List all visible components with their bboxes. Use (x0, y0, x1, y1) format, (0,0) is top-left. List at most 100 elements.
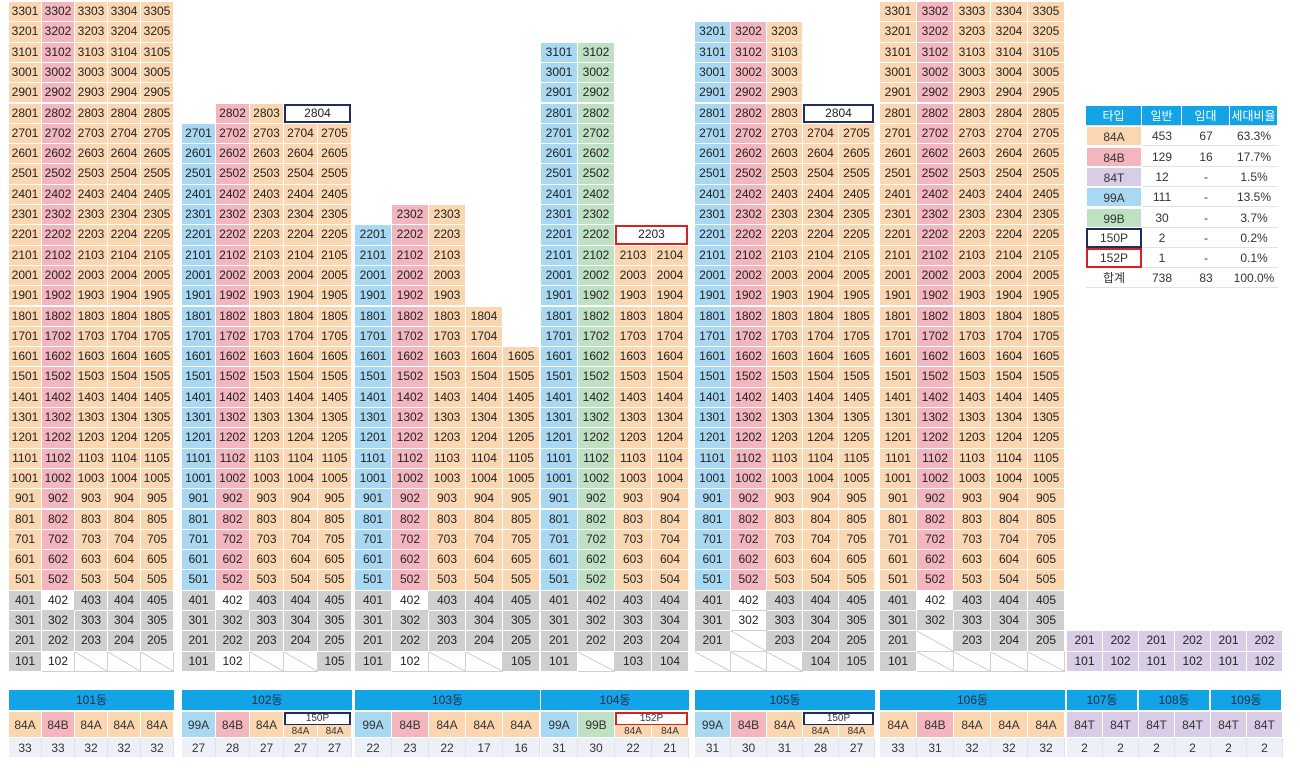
empty-unit-cell (731, 631, 767, 652)
unit-cell: 2704 (803, 123, 839, 145)
unit-cell: 1101 (541, 448, 578, 469)
unit-cell: 804 (803, 509, 839, 530)
unit-cell: 1203 (954, 428, 991, 449)
unit-cell: 602 (917, 550, 954, 571)
unit-cell: 2804 (991, 103, 1028, 124)
unit-cell: 2001 (541, 265, 578, 287)
unit-cell: 703 (615, 529, 652, 551)
unit-cell: 403 (250, 590, 284, 611)
unit-cell: 2202 (917, 225, 954, 246)
unit-cell: 2002 (42, 265, 75, 287)
unit-cell: 3002 (42, 62, 75, 84)
legend-header-cell: 타입 (1086, 106, 1142, 126)
unit-cell: 402 (216, 590, 250, 611)
unit-cell: 902 (216, 489, 250, 510)
unit-cell: 602 (42, 550, 75, 571)
empty-unit-cell (429, 651, 466, 672)
unit-cell: 702 (917, 529, 954, 551)
unit-cell: 1405 (503, 387, 540, 408)
unit-count: 2 (1175, 738, 1211, 758)
empty-unit-cell (284, 651, 318, 672)
unit-cell: 1802 (392, 306, 429, 327)
unit-cell: 2803 (954, 103, 991, 124)
unit-count: 23 (392, 738, 429, 758)
unit-cell: 2104 (652, 245, 689, 266)
unit-cell: 3001 (695, 62, 731, 84)
unit-type-label: 84B (42, 712, 75, 738)
unit-cell: 2303 (429, 205, 466, 226)
unit-cell: 1702 (578, 326, 615, 348)
unit-cell: 102 (392, 651, 429, 672)
unit-cell: 1503 (75, 367, 108, 388)
unit-cell: 2903 (954, 83, 991, 104)
unit-cell: 203 (615, 631, 652, 652)
unit-cell: 501 (541, 570, 578, 591)
unit-cell: 2203 (767, 225, 803, 246)
unit-cell: 2903 (767, 83, 803, 104)
unit-cell: 201 (182, 631, 216, 652)
unit-cell: 2404 (108, 184, 141, 205)
unit-cell: 205 (503, 631, 540, 652)
unit-cell: 1104 (108, 448, 141, 469)
unit-cell: 1804 (991, 306, 1028, 327)
unit-cell: 902 (731, 489, 767, 510)
unit-cell: 2303 (250, 205, 284, 226)
unit-cell: 1401 (355, 387, 392, 408)
unit-cell: 1504 (108, 367, 141, 388)
unit-cell: 603 (75, 550, 108, 571)
unit-cell: 2401 (541, 184, 578, 205)
unit-cell: 2202 (216, 225, 250, 246)
legend-type-cell: 99B (1086, 207, 1142, 228)
unit-cell: 2503 (250, 164, 284, 185)
empty-unit-cell (917, 651, 954, 672)
unit-cell: 2405 (839, 184, 875, 205)
unit-cell: 701 (9, 529, 42, 551)
empty-unit-cell (991, 651, 1028, 672)
unit-cell: 1804 (803, 306, 839, 327)
building-header: 106동 (880, 690, 1067, 710)
unit-cell: 1003 (954, 468, 991, 490)
unit-type-label: 99A (355, 712, 392, 738)
unit-cell: 2501 (541, 164, 578, 185)
unit-cell: 902 (392, 489, 429, 510)
unit-cell: 1902 (731, 286, 767, 307)
unit-cell: 1703 (429, 326, 466, 348)
unit-cell: 802 (42, 509, 75, 530)
unit-cell: 1101 (182, 448, 216, 469)
unit-cell: 1401 (182, 387, 216, 408)
unit-cell: 2601 (182, 144, 216, 165)
unit-cell: 205 (1028, 631, 1065, 652)
unit-cell: 702 (731, 529, 767, 551)
unit-cell: 505 (503, 570, 540, 591)
unit-cell: 1902 (578, 286, 615, 307)
unit-cell: 1201 (182, 428, 216, 449)
unit-cell: 2305 (318, 205, 352, 226)
unit-cell: 2201 (695, 225, 731, 246)
unit-cell: 401 (9, 590, 42, 611)
unit-cell: 3104 (991, 42, 1028, 63)
unit-cell: 2501 (182, 164, 216, 185)
unit-cell: 2002 (216, 265, 250, 287)
unit-cell: 1003 (250, 468, 284, 490)
unit-cell: 1204 (652, 428, 689, 449)
unit-cell: 3203 (75, 22, 108, 43)
unit-cell: 1502 (578, 367, 615, 388)
unit-cell: 1902 (42, 286, 75, 307)
unit-cell: 1001 (355, 468, 392, 490)
unit-cell: 1903 (429, 286, 466, 307)
unit-cell: 305 (1028, 611, 1065, 632)
unit-cell: 1903 (767, 286, 803, 307)
unit-cell: 1305 (503, 408, 540, 429)
unit-cell: 1604 (108, 347, 141, 368)
unit-cell: 2503 (954, 164, 991, 185)
unit-cell: 1501 (695, 367, 731, 388)
unit-type-label: 84A (954, 712, 991, 738)
unit-cell: 2305 (839, 205, 875, 226)
unit-cell: 2701 (880, 123, 917, 145)
legend-value-cell: 1.5% (1230, 167, 1278, 187)
unit-cell: 2301 (541, 205, 578, 226)
unit-cell: 1102 (392, 448, 429, 469)
legend-value-cell: 738 (1142, 268, 1182, 289)
unit-cell: 2503 (767, 164, 803, 185)
unit-cell: 2503 (75, 164, 108, 185)
